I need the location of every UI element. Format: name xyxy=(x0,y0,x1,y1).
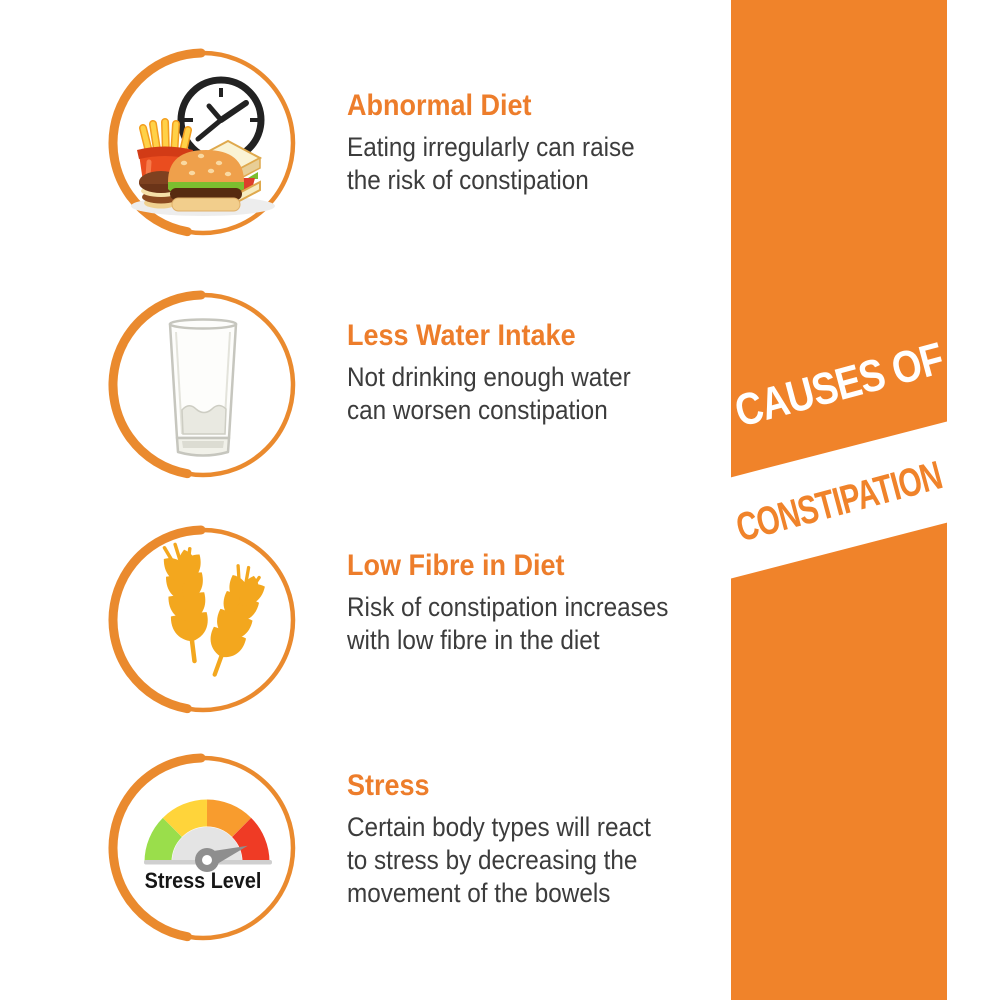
glass-icon xyxy=(168,318,238,457)
water-glass-icon xyxy=(106,288,300,482)
cause-description-line: Not drinking enough water xyxy=(347,362,631,392)
wheat-graphic xyxy=(108,525,298,715)
cause-description-line: Certain body types will react xyxy=(347,812,651,842)
stress-meter-graphic xyxy=(108,753,298,943)
cause-title: Stress xyxy=(347,769,430,802)
cause-description-line: Risk of constipation increases xyxy=(347,592,669,622)
cause-title: Less Water Intake xyxy=(347,319,576,352)
title-banner: CAUSES OF CONSTIPATION xyxy=(731,0,947,1000)
cause-description-line: with low fibre in the diet xyxy=(347,625,600,655)
fast-food-clock-graphic xyxy=(108,48,298,238)
cause-description-line: movement of the bowels xyxy=(347,878,611,908)
cause-title: Low Fibre in Diet xyxy=(347,549,565,582)
icon-ring-accent xyxy=(108,290,298,480)
fast-food-clock-icon xyxy=(106,46,300,240)
icon-ring-accent xyxy=(108,48,298,238)
icon-ring-accent xyxy=(108,753,298,943)
cause-title: Abnormal Diet xyxy=(347,89,532,122)
burger-icon xyxy=(168,150,244,212)
cause-description-line: Eating irregularly can raise xyxy=(347,132,635,162)
cause-description-line: the risk of constipation xyxy=(347,165,589,195)
wheat-grain-icon xyxy=(106,523,300,717)
water-glass-graphic xyxy=(108,290,298,480)
cause-description-line: can worsen constipation xyxy=(347,395,608,425)
cause-description-line: to stress by decreasing the xyxy=(347,845,638,875)
icon-ring-accent xyxy=(108,525,298,715)
stress-level-label: Stress Level xyxy=(144,868,262,893)
gauge-icon xyxy=(144,799,272,872)
stress-meter-icon: Stress Level xyxy=(106,751,300,945)
